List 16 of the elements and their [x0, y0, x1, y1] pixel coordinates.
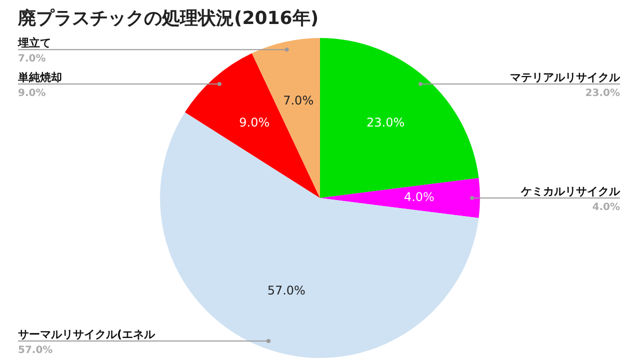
chart-title: 廃プラスチックの処理状況(2016年) [17, 8, 319, 29]
data-label: 23.0% [366, 116, 405, 130]
text: 23.0% [585, 88, 620, 99]
slice-label: 単純焼却 [17, 70, 62, 84]
data-label: 57.0% [267, 283, 306, 298]
text: 7.0% [18, 54, 46, 65]
slice-label: サーマルリサイクル(エネル [18, 328, 156, 342]
slice-label: マテリアルリサイクル [510, 70, 621, 84]
text: 9.0% [18, 88, 46, 99]
data-label: 9.0% [239, 116, 270, 130]
text: 57.0% [18, 345, 53, 356]
data-label: 4.0% [404, 190, 434, 204]
slice-label: ケミカルリサイクル [520, 185, 621, 198]
data-label: 7.0% [283, 93, 314, 108]
text: 4.0% [592, 202, 620, 213]
slice-label: 埋立て [17, 36, 51, 50]
